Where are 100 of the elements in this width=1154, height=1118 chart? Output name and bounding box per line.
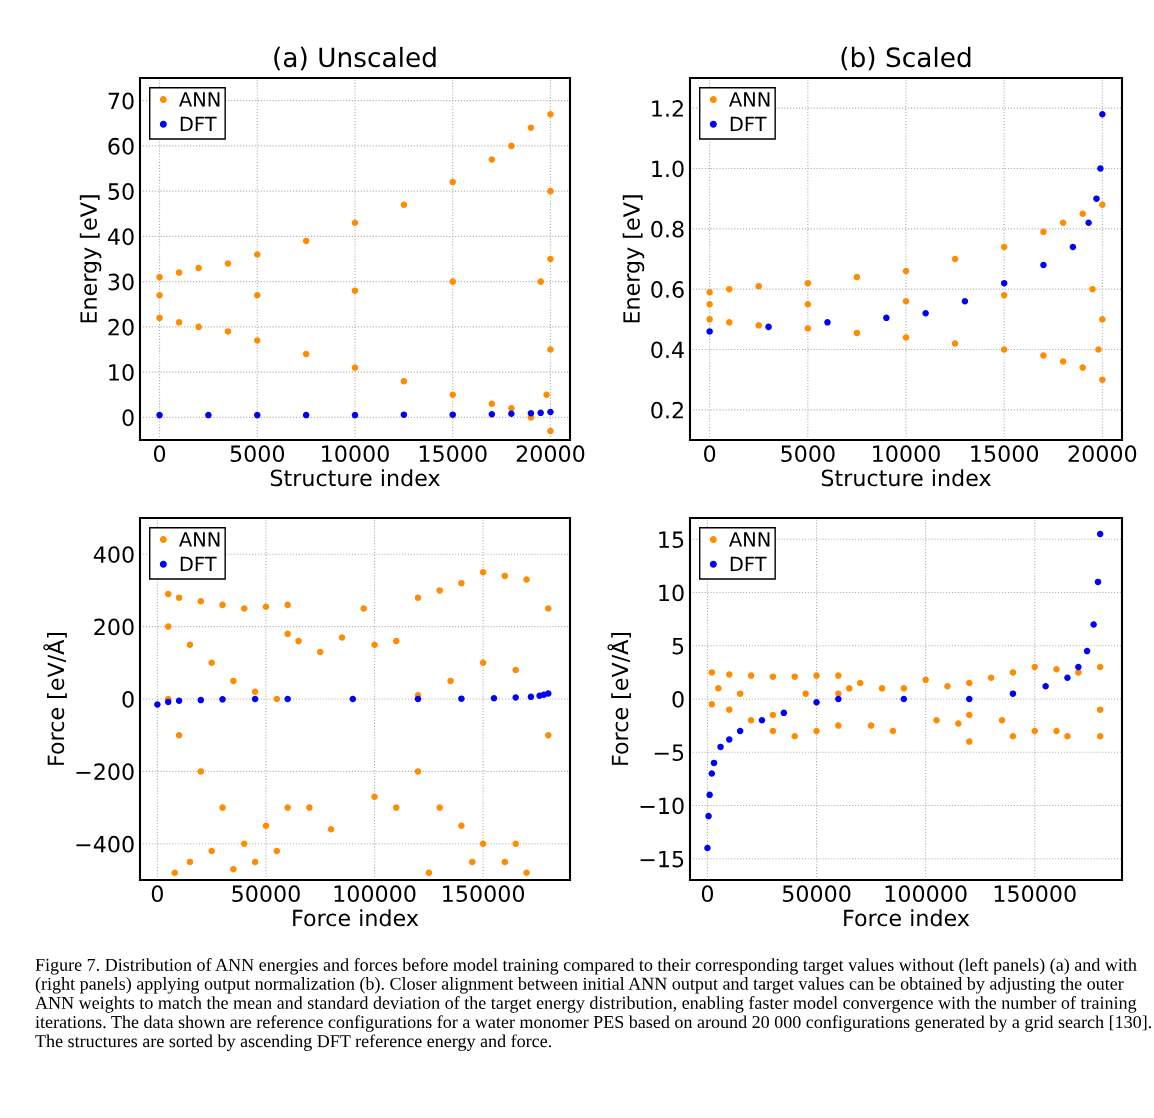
- point: [490, 695, 498, 702]
- y-axis-title: Force [eV/Å]: [43, 632, 67, 765]
- point: [846, 685, 853, 692]
- point: [545, 690, 552, 697]
- point: [966, 679, 973, 687]
- point: [156, 273, 163, 281]
- y-tick-label: 0.8: [651, 220, 684, 238]
- point: [1009, 669, 1017, 676]
- chart-title: (b) Scaled: [841, 46, 971, 71]
- point: [708, 669, 716, 676]
- point: [414, 594, 422, 601]
- legend-label: DFT: [730, 116, 767, 132]
- point: [512, 840, 519, 848]
- point: [780, 709, 788, 717]
- legend-label: DFT: [730, 556, 767, 572]
- point: [878, 685, 886, 692]
- point: [883, 314, 890, 322]
- point: [804, 300, 812, 308]
- point: [537, 409, 544, 417]
- point: [755, 282, 762, 290]
- point: [302, 350, 310, 358]
- point: [351, 287, 359, 294]
- point: [508, 405, 515, 412]
- y-tick-label: 0.2: [651, 401, 683, 419]
- point: [400, 411, 408, 418]
- point: [469, 858, 476, 866]
- point: [349, 695, 357, 703]
- point: [545, 731, 552, 739]
- point: [224, 260, 232, 267]
- point: [501, 858, 509, 866]
- point: [230, 677, 237, 685]
- point: [543, 391, 550, 399]
- x-tick-label: 15000: [419, 445, 487, 463]
- y-tick-label: 40: [107, 228, 134, 246]
- point: [360, 605, 367, 612]
- point: [547, 346, 554, 353]
- point: [1000, 279, 1008, 287]
- point: [922, 310, 929, 317]
- point: [1031, 727, 1038, 735]
- point: [1096, 663, 1104, 671]
- point: [951, 255, 959, 263]
- point: [824, 319, 831, 326]
- point: [400, 377, 408, 385]
- point: [154, 701, 161, 708]
- point: [802, 690, 809, 697]
- point: [769, 711, 777, 719]
- y-tick-label: 70: [108, 92, 134, 110]
- point: [508, 410, 515, 418]
- x-axis-title: Force index: [844, 909, 970, 927]
- point: [164, 623, 172, 630]
- y-axis-title: Energy [eV]: [622, 195, 645, 323]
- point: [804, 325, 812, 332]
- point: [195, 264, 202, 272]
- point: [902, 267, 910, 275]
- point: [197, 696, 205, 704]
- x-tick-label: 10000: [873, 445, 940, 463]
- point: [1079, 364, 1086, 371]
- point: [706, 328, 713, 335]
- point: [1096, 706, 1104, 713]
- point: [449, 411, 456, 418]
- point: [284, 630, 291, 638]
- point: [512, 666, 519, 674]
- point: [791, 673, 798, 680]
- point: [338, 634, 346, 641]
- point: [208, 659, 215, 667]
- point: [351, 411, 359, 419]
- x-tick-label: 0: [151, 885, 163, 903]
- point: [1095, 346, 1102, 353]
- point: [944, 682, 951, 690]
- point: [708, 770, 716, 777]
- point: [479, 569, 487, 576]
- x-tick-label: 20000: [1068, 445, 1137, 463]
- point: [1059, 358, 1067, 365]
- point: [547, 408, 554, 416]
- point: [414, 695, 422, 703]
- point: [867, 722, 875, 729]
- point: [547, 187, 554, 195]
- point: [835, 695, 842, 703]
- point: [523, 869, 530, 877]
- legend-label: DFT: [180, 556, 217, 572]
- y-tick-label: 30: [108, 273, 134, 291]
- point: [902, 297, 910, 305]
- point: [1075, 669, 1082, 676]
- point: [717, 743, 724, 751]
- point: [813, 727, 820, 735]
- point: [508, 142, 515, 150]
- point: [710, 759, 718, 767]
- point: [488, 156, 496, 163]
- point: [704, 844, 711, 852]
- point: [219, 601, 226, 609]
- point: [835, 722, 842, 729]
- point: [262, 822, 270, 829]
- point: [1009, 690, 1017, 697]
- point: [706, 791, 713, 799]
- point: [488, 400, 496, 408]
- y-tick-label: −400: [76, 835, 134, 853]
- point: [175, 697, 183, 705]
- y-tick-label: 10: [659, 584, 684, 602]
- point: [747, 672, 755, 679]
- x-tick-label: 15000: [971, 445, 1039, 463]
